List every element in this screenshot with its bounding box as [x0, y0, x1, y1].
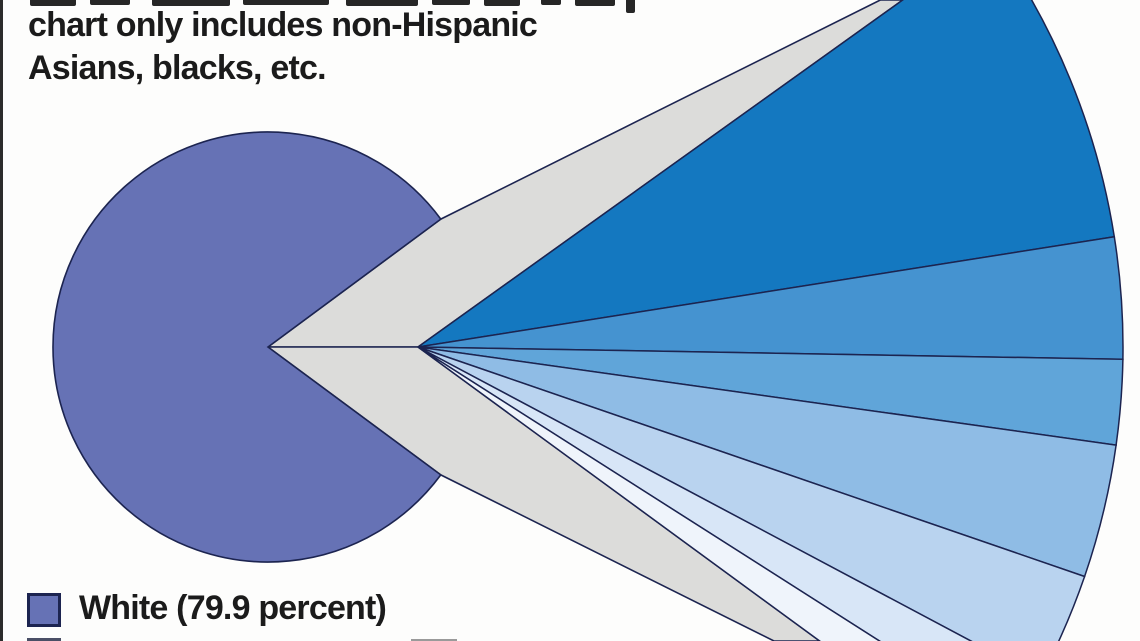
legend-label-white: White (79.9 percent) — [79, 589, 387, 627]
chart-note-line-1: chart only includes non-Hispanic — [28, 6, 538, 44]
legend: White (79.9 percent) — [27, 589, 387, 628]
breakout-slice-7 — [417, 346, 881, 641]
image-left-edge-line — [0, 0, 3, 641]
chart-note-line-2: Asians, blacks, etc. — [28, 49, 327, 87]
main-pie-white-wedge — [52, 131, 442, 563]
breakout-slice-6 — [417, 346, 973, 641]
breakout-slice-1 — [417, 0, 1116, 348]
legend-row-white: White (79.9 percent) — [27, 589, 387, 628]
legend-text-smudge — [411, 639, 457, 641]
clipped-text-line-remnant — [0, 0, 1140, 13]
legend-swatch-sliver — [27, 638, 61, 641]
legend-row-partial-clipped — [27, 638, 457, 641]
chart-note: chart only includes non-Hispanic Asians,… — [28, 4, 538, 90]
legend-swatch-white — [27, 592, 61, 627]
breakout-slice-5 — [417, 346, 1086, 641]
